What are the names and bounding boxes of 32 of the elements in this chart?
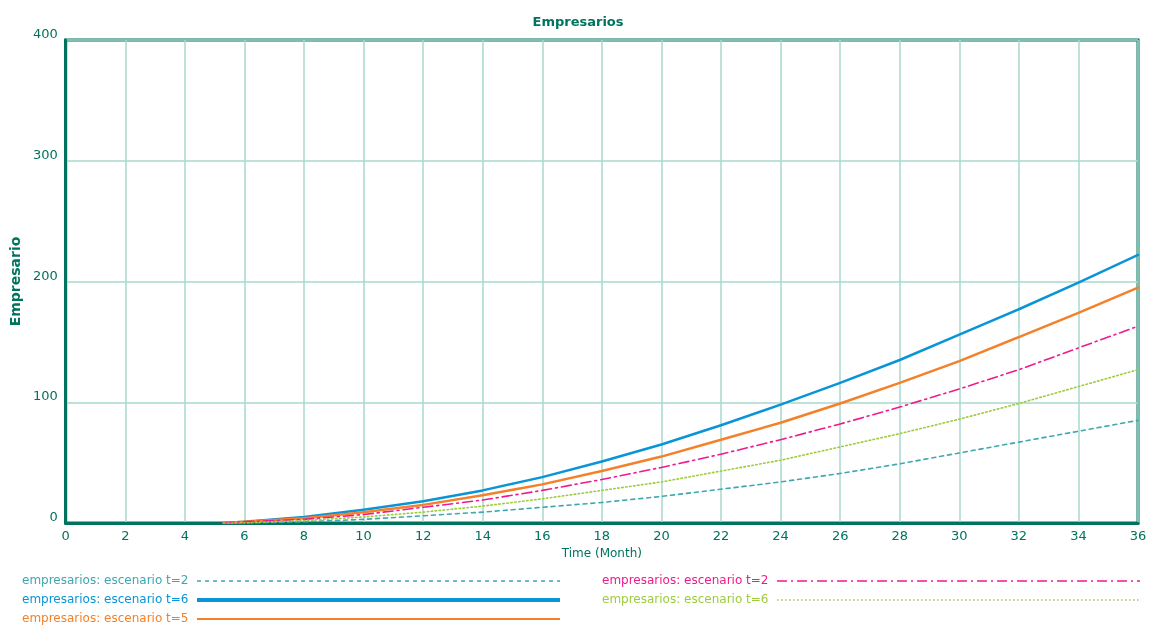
y-tick-label: 400 (32, 26, 58, 41)
x-tick-label: 12 (414, 528, 432, 543)
x-tick-label: 10 (355, 528, 372, 543)
x-tick-label: 26 (831, 528, 849, 543)
x-tick-label: 0 (61, 528, 70, 543)
text: empresarios: escenario t=6 (22, 592, 189, 606)
chart-title: Empresarios (532, 14, 624, 29)
x-tick-label: 22 (712, 528, 730, 543)
text: empresarios: escenario t=5 (22, 611, 189, 625)
text: empresarios: escenario t=6 (602, 592, 769, 606)
y-axis-title: Empresario (7, 236, 23, 327)
x-tick-label: 8 (299, 528, 309, 543)
x-tick-label: 6 (240, 528, 249, 543)
x-tick-label: 32 (1010, 528, 1028, 543)
y-tick-label: 0 (49, 509, 58, 524)
x-tick-label: 28 (891, 528, 908, 543)
x-tick-label: 34 (1070, 528, 1087, 543)
x-axis-title: Time (Month) (560, 546, 642, 560)
x-tick-label: 24 (772, 528, 789, 543)
x-tick-label: 20 (653, 528, 670, 543)
x-tick-label: 18 (593, 528, 611, 543)
y-tick-label: 200 (32, 267, 58, 283)
x-tick-label: 16 (534, 528, 551, 543)
x-tick-label: 4 (180, 528, 189, 543)
x-tick-label: 36 (1129, 528, 1147, 543)
x-tick-label: 2 (121, 528, 130, 543)
x-tick-label: 30 (951, 528, 968, 543)
text: empresarios: escenario t=2 (22, 573, 189, 587)
y-tick-label: 300 (32, 146, 58, 162)
x-tick-label: 14 (474, 528, 491, 543)
text: empresarios: escenario t=2 (602, 573, 769, 587)
y-tick-label: 100 (32, 388, 58, 404)
